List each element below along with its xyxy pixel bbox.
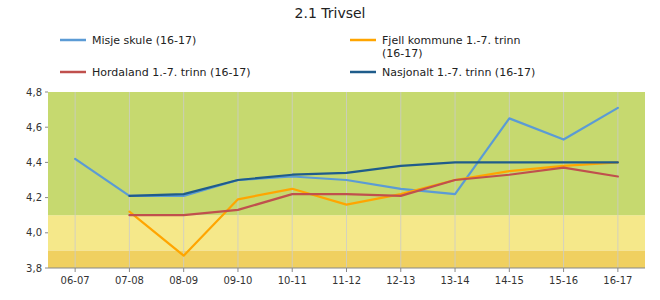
x-tick-label: 13-14 [441,275,470,286]
x-tick [346,268,347,272]
x-tick-label: 11-12 [332,275,361,286]
legend-label: Misje skule (16-17) [92,34,196,47]
y-tick [45,232,48,233]
legend-swatch [350,39,376,42]
legend-label-line: Fjell kommune 1.-7. trinn [382,34,520,47]
x-tick [237,268,238,272]
legend-label: Hordaland 1.-7. trinn (16-17) [92,66,251,79]
grid-line [75,92,76,268]
grid-line [617,92,618,268]
x-tick-label: 16-17 [603,275,632,286]
x-tick [183,268,184,272]
x-tick [563,268,564,272]
x-tick [129,268,130,272]
x-tick [509,268,510,272]
y-tick-label: 4,8 [26,87,42,98]
y-tick [45,127,48,128]
y-tick-label: 4,0 [26,227,42,238]
legend-label-line: Nasjonalt 1.-7. trinn (16-17) [382,66,535,79]
legend-label-line: Misje skule (16-17) [92,34,196,47]
x-tick [400,268,401,272]
legend-label: Nasjonalt 1.-7. trinn (16-17) [382,66,535,79]
x-tick [292,268,293,272]
grid-line [563,92,564,268]
legend-label-line: (16-17) [382,47,423,60]
x-tick-label: 08-09 [169,275,198,286]
y-tick-label: 4,2 [26,192,42,203]
x-tick-label: 14-15 [495,275,524,286]
legend-swatch [60,71,86,74]
x-tick [617,268,618,272]
series-line [129,168,617,216]
y-tick [45,162,48,163]
y-tick-label: 3,8 [26,263,42,274]
grid-line [129,92,130,268]
x-tick [75,268,76,272]
legend-label: Fjell kommune 1.-7. trinn(16-17) [382,34,520,60]
grid-line [292,92,293,268]
y-tick-label: 4,4 [26,157,42,168]
x-tick-label: 12-13 [386,275,415,286]
y-tick [45,92,48,93]
title: 2.1 Trivsel [295,5,366,21]
legend-label-line: Hordaland 1.-7. trinn (16-17) [92,66,251,79]
x-tick-label: 06-07 [61,275,90,286]
grid-line [400,92,401,268]
chart: 2.1 Trivsel 06-07 07-08 08-09 09-10 10-11 11-1… [0,0,660,300]
series-line [129,162,617,195]
x-tick-label: 15-16 [549,275,578,286]
legend: Misje skule (16-17) Fjell kommune 1.-7. t… [60,34,535,79]
legend-swatch [350,71,376,74]
y-tick-label: 4,6 [26,122,42,133]
x-tick-label: 07-08 [115,275,144,286]
axes: 06-07 07-08 08-09 09-10 10-11 11-12 12-13 13-14… [26,87,645,287]
x-tick [455,268,456,272]
y-tick [45,268,48,269]
plot-area [48,92,645,268]
series-line [129,162,617,255]
x-tick-label: 09-10 [223,275,252,286]
y-tick [45,197,48,198]
x-tick-label: 10-11 [278,275,307,286]
legend-swatch [60,39,86,42]
series-line [75,108,618,196]
grid-line [183,92,184,268]
